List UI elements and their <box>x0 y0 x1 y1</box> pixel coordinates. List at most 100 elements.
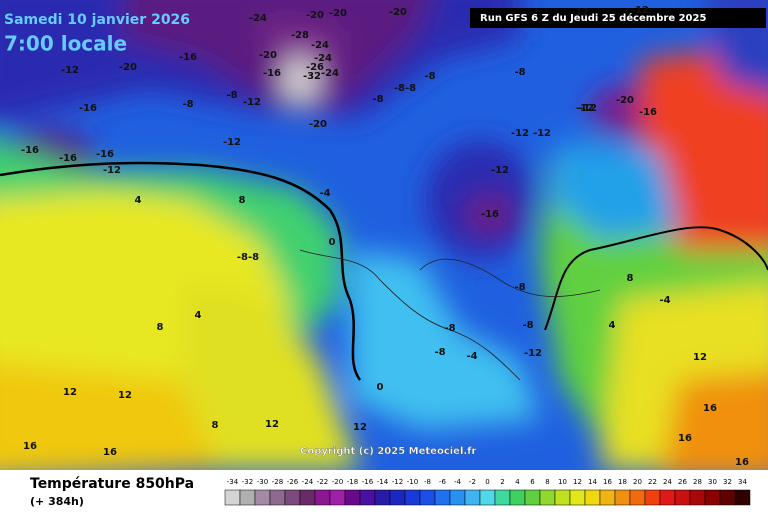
legend-label: 12 <box>573 478 582 486</box>
contour-label: -20 <box>306 10 324 21</box>
legend-label: -32 <box>242 478 253 486</box>
contour-label: -24 <box>249 13 267 24</box>
legend-label: 34 <box>738 478 747 486</box>
contour-label: 12 <box>63 387 77 398</box>
legend-swatch <box>299 489 316 506</box>
legend-swatch <box>659 489 676 506</box>
contour-label: 8 <box>239 195 246 206</box>
legend-swatch <box>614 489 631 506</box>
contour-label: -24 <box>321 68 339 79</box>
contour-label: 16 <box>23 441 37 452</box>
legend-label: -6 <box>439 478 447 486</box>
contour-label: 8 <box>157 322 164 333</box>
contour-label: -8 <box>522 320 533 331</box>
legend-swatch <box>524 489 541 506</box>
legend: -34 -32 -30 -28 -26 -24 -22 -20 -18 -16 -14 -12 -10-… <box>224 478 751 506</box>
contour-label: -20 <box>309 119 327 130</box>
legend-label: 30 <box>708 478 717 486</box>
contour-label: -12 <box>61 65 79 76</box>
temperature-field <box>0 0 768 470</box>
contour-label: -12 <box>223 137 241 148</box>
contour-label: -8 <box>424 71 435 82</box>
contour-label: -8 <box>514 282 525 293</box>
contour-label: 4 <box>195 310 202 321</box>
contour-label: -12 <box>576 103 594 114</box>
contour-label: -12 <box>243 97 261 108</box>
legend-label: 6 <box>530 478 535 486</box>
date: Samedi 10 janvier 2026 <box>4 12 190 28</box>
legend-swatch <box>569 489 586 506</box>
legend-swatch <box>389 489 406 506</box>
legend-label: 0 <box>485 478 489 486</box>
contour-label: -12 <box>103 165 121 176</box>
legend-label: 22 <box>648 478 657 486</box>
legend-swatch <box>509 489 526 506</box>
legend-swatch <box>644 489 661 506</box>
contour-label: -12 <box>579 103 597 114</box>
run-box <box>470 8 766 28</box>
contour-label: -16 <box>21 145 39 156</box>
legend-swatch <box>704 489 721 506</box>
contour-label: 8 <box>627 273 634 284</box>
footer-title: Température 850hPa <box>30 476 194 492</box>
contour-label: -16 <box>179 52 197 63</box>
legend-swatch <box>494 489 511 506</box>
legend-swatch <box>404 489 421 506</box>
contour-labels: -24 -20 -20 -20-28-24-24-26-32 -24-20-16-16-… <box>21 5 749 468</box>
contour-label: -4 <box>659 295 670 306</box>
legend-label: -22 <box>317 478 328 486</box>
contour-label: 16 <box>678 433 692 444</box>
contour-label: -8-8 <box>394 83 416 94</box>
legend-label: -10 <box>407 478 418 486</box>
legend-label: 2 <box>500 478 504 486</box>
legend-label: -8 <box>424 478 431 486</box>
contour-label: 12 <box>693 352 707 363</box>
contour-label: -12 <box>533 128 551 139</box>
legend-label: 8 <box>545 478 549 486</box>
legend-swatch <box>584 489 601 506</box>
contour-label: -8 <box>226 90 237 101</box>
legend-swatch <box>674 489 691 506</box>
legend-swatch <box>734 489 751 506</box>
contour-label: -20 <box>389 7 407 18</box>
contour-label: 16 <box>735 457 749 468</box>
copyright: Copyright (c) 2025 Meteociel.fr <box>300 446 477 457</box>
contour-label: -8 <box>514 67 525 78</box>
legend-swatch <box>539 489 556 506</box>
contour-label: -16 <box>263 68 281 79</box>
contour-label: -8 <box>372 94 383 105</box>
legend-swatch <box>224 489 241 506</box>
time: 7:00 locale <box>4 32 127 56</box>
legend-swatch <box>269 489 286 506</box>
legend-label: -16 <box>362 478 374 486</box>
contour-label: -26 <box>306 62 324 73</box>
contour-label: -16 <box>639 107 657 118</box>
legend-label: -4 <box>454 478 462 486</box>
legend-label: 32 <box>723 478 732 486</box>
run: Run GFS 6 Z du Jeudi 25 décembre 2025 <box>480 12 706 24</box>
legend-label: 4 <box>515 478 520 486</box>
legend-swatch <box>434 489 451 506</box>
contour-label: -20 <box>329 8 347 19</box>
legend-swatch <box>239 489 256 506</box>
contour-label: -12 <box>524 348 542 359</box>
contour-label: 4 <box>135 195 142 206</box>
legend-label: 20 <box>633 478 642 486</box>
contour-label: -16 <box>96 149 114 160</box>
legend-label: -12 <box>392 478 403 486</box>
footer-lead: (+ 384h) <box>30 495 84 508</box>
legend-swatch <box>479 489 496 506</box>
contour-label: -8 <box>182 99 193 110</box>
legend-swatch <box>629 489 646 506</box>
contour-label: -16 <box>481 209 499 220</box>
legend-swatch <box>419 489 436 506</box>
legend-swatch <box>689 489 706 506</box>
contour-label: 12 <box>118 390 132 401</box>
contour-label: -16 <box>59 153 77 164</box>
legend-swatch <box>374 489 391 506</box>
legend-label: -2 <box>469 478 476 486</box>
legend-swatch <box>599 489 616 506</box>
contour-label: -24 <box>314 53 332 64</box>
contour-label: 12 <box>265 419 279 430</box>
contour-label: 16 <box>703 403 717 414</box>
